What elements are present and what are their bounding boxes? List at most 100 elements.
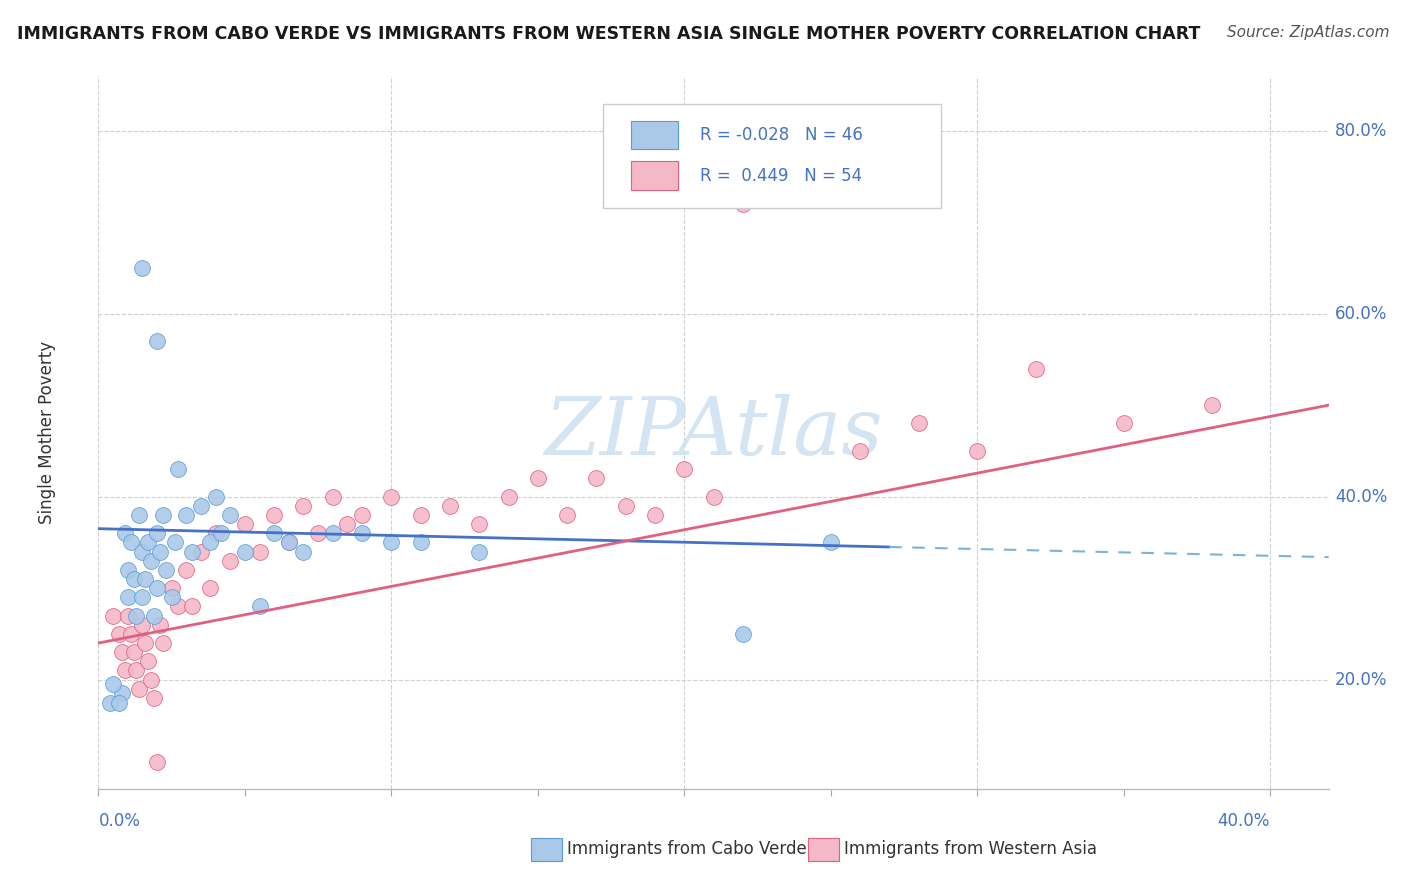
Point [174, 563, 197, 577]
Point [128, 508, 150, 522]
Point [409, 508, 432, 522]
Point [146, 526, 169, 541]
Point [134, 636, 156, 650]
Point [160, 591, 183, 605]
Point [307, 526, 329, 541]
Point [117, 608, 139, 623]
Point [614, 499, 637, 513]
Point [526, 471, 548, 485]
Point [1025, 361, 1047, 376]
Point [292, 544, 315, 558]
Bar [631, 161, 678, 190]
Point [211, 526, 233, 541]
Point [322, 490, 344, 504]
Point [101, 608, 124, 623]
Point [155, 563, 177, 577]
Point [141, 673, 163, 687]
Point [263, 508, 285, 522]
Point [249, 599, 271, 614]
Point [233, 517, 256, 532]
Point [131, 544, 153, 558]
Point [152, 636, 174, 650]
Point [136, 535, 159, 549]
Point [233, 544, 256, 558]
Text: R =  0.449   N = 54: R = 0.449 N = 54 [700, 167, 862, 185]
Point [585, 471, 607, 485]
Point [141, 554, 163, 568]
Point [555, 508, 578, 522]
Point [149, 544, 172, 558]
Point [114, 526, 136, 541]
Point [352, 508, 374, 522]
Text: Immigrants from Western Asia: Immigrants from Western Asia [844, 840, 1097, 858]
Point [673, 462, 696, 476]
Point [146, 755, 169, 769]
Point [152, 508, 174, 522]
Point [134, 572, 156, 586]
Point [125, 608, 148, 623]
Point [468, 517, 491, 532]
Point [111, 645, 134, 659]
Point [131, 591, 153, 605]
Text: R = -0.028   N = 46: R = -0.028 N = 46 [700, 126, 863, 144]
Point [101, 677, 124, 691]
Point [380, 535, 402, 549]
Point [122, 572, 145, 586]
Text: 60.0%: 60.0% [1334, 305, 1388, 323]
Point [907, 417, 929, 431]
Point [352, 526, 374, 541]
Point [204, 490, 226, 504]
Text: IMMIGRANTS FROM CABO VERDE VS IMMIGRANTS FROM WESTERN ASIA SINGLE MOTHER POVERTY: IMMIGRANTS FROM CABO VERDE VS IMMIGRANTS… [17, 25, 1201, 43]
Point [114, 664, 136, 678]
Point [498, 490, 520, 504]
Point [336, 517, 359, 532]
Point [166, 599, 188, 614]
Point [108, 627, 131, 641]
Point [108, 696, 131, 710]
Point [263, 526, 285, 541]
Point [136, 654, 159, 668]
Point [849, 444, 872, 458]
Point [1201, 398, 1223, 412]
Point [163, 535, 186, 549]
Point [219, 554, 242, 568]
Point [439, 499, 461, 513]
Text: 80.0%: 80.0% [1334, 121, 1388, 140]
Point [120, 535, 142, 549]
Point [277, 535, 299, 549]
Point [149, 617, 172, 632]
Text: Single Mother Poverty: Single Mother Poverty [38, 341, 56, 524]
Point [219, 508, 242, 522]
Point [322, 526, 344, 541]
Point [380, 490, 402, 504]
Text: 20.0%: 20.0% [1334, 671, 1388, 689]
Point [820, 535, 842, 549]
Point [644, 508, 666, 522]
Point [146, 334, 169, 348]
Point [128, 681, 150, 696]
Text: 40.0%: 40.0% [1218, 813, 1270, 830]
Point [181, 599, 204, 614]
Point [190, 544, 212, 558]
Point [122, 645, 145, 659]
Point [117, 591, 139, 605]
Point [468, 544, 491, 558]
Point [198, 535, 221, 549]
Point [143, 608, 166, 623]
Point [146, 581, 169, 595]
Point [731, 197, 754, 211]
Point [204, 526, 226, 541]
Point [111, 686, 134, 700]
Point [117, 563, 139, 577]
Point [198, 581, 221, 595]
Text: Immigrants from Cabo Verde: Immigrants from Cabo Verde [567, 840, 807, 858]
Point [277, 535, 299, 549]
Point [98, 696, 121, 710]
Point [120, 627, 142, 641]
Point [160, 581, 183, 595]
Point [292, 499, 315, 513]
Point [249, 544, 271, 558]
Point [409, 535, 432, 549]
Point [190, 499, 212, 513]
Point [966, 444, 988, 458]
